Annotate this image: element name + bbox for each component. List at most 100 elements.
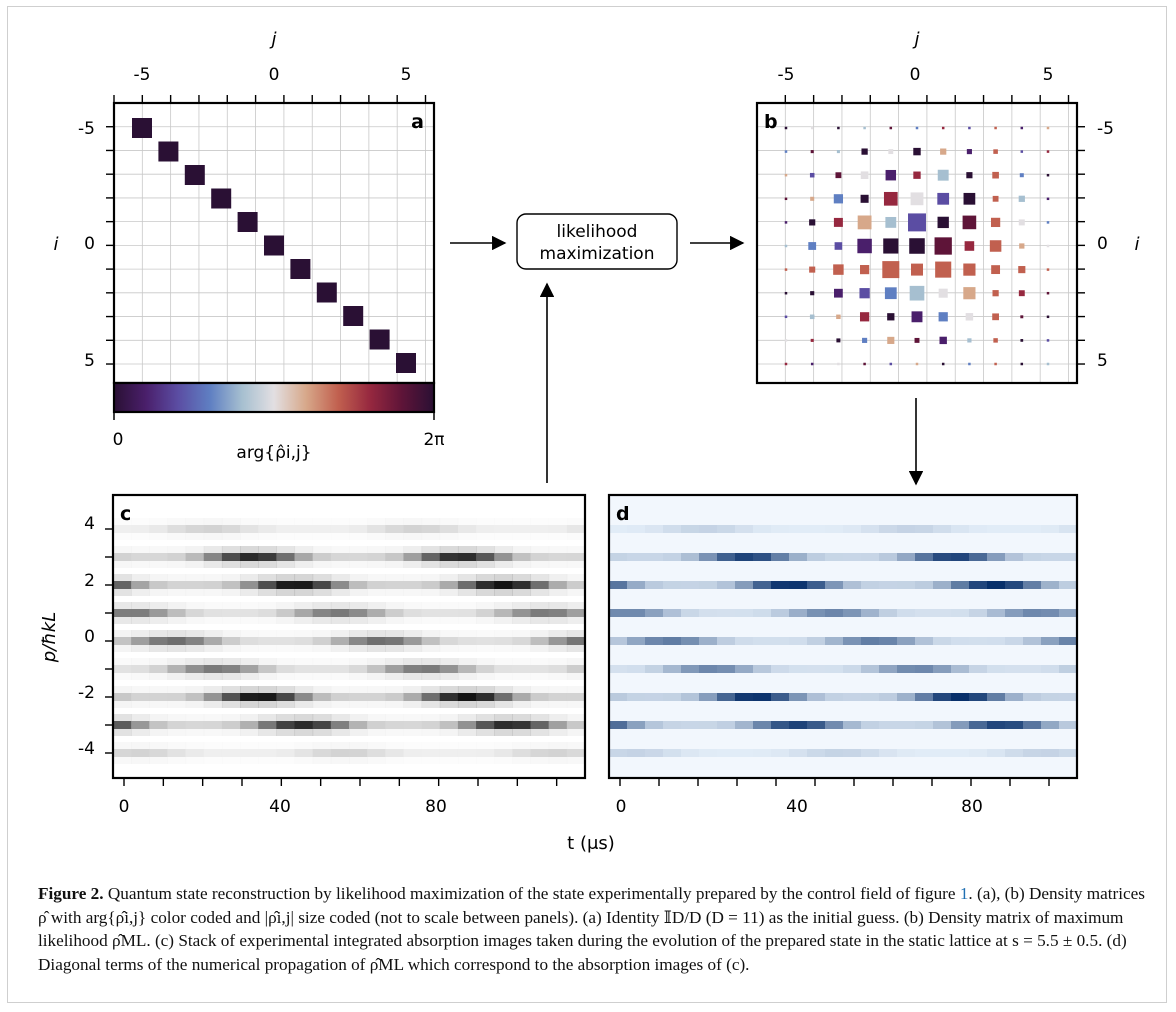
heatmap-cell bbox=[421, 665, 441, 673]
heatmap-cell bbox=[276, 525, 296, 533]
matrix-cell bbox=[1046, 244, 1050, 248]
matrix-cell bbox=[836, 338, 841, 343]
heatmap-cell-halo bbox=[457, 658, 477, 680]
heatmap-cell bbox=[258, 637, 277, 645]
heatmap-cell bbox=[735, 609, 754, 617]
heatmap-cell bbox=[753, 637, 772, 645]
heatmap-cell bbox=[1059, 721, 1078, 729]
panel-c-y-tick-minus-2: -2 bbox=[78, 683, 95, 703]
heatmap-cell bbox=[439, 749, 459, 757]
heatmap-cell bbox=[753, 609, 772, 617]
heatmap-cell bbox=[457, 693, 477, 701]
heatmap-cell-halo bbox=[203, 686, 223, 708]
panel-d-diagonal-propagation bbox=[609, 525, 1078, 757]
heatmap-cell bbox=[717, 721, 736, 729]
heatmap-cell bbox=[609, 609, 628, 617]
heatmap-cell bbox=[439, 581, 459, 589]
matrix-cell bbox=[889, 126, 893, 130]
heatmap-cell-halo bbox=[149, 602, 168, 624]
heatmap-cell-halo bbox=[494, 658, 513, 680]
heatmap-cell bbox=[476, 609, 495, 617]
matrix-cell bbox=[1046, 197, 1050, 201]
heatmap-cell-halo bbox=[240, 630, 259, 652]
heatmap-cell bbox=[113, 693, 132, 701]
heatmap-cell-halo bbox=[421, 686, 441, 708]
heatmap-cell-halo bbox=[530, 630, 550, 652]
heatmap-cell bbox=[681, 553, 700, 561]
matrix-cell bbox=[992, 171, 999, 179]
panel-d-background bbox=[609, 495, 1077, 778]
heatmap-cell bbox=[349, 749, 368, 757]
heatmap-cell-halo bbox=[167, 658, 187, 680]
heatmap-cell-halo bbox=[203, 574, 223, 596]
panel-a-j-tick-left: -5 bbox=[134, 65, 151, 85]
heatmap-cell bbox=[131, 581, 150, 589]
heatmap-cell bbox=[897, 609, 916, 617]
heatmap-cell-halo bbox=[566, 630, 586, 652]
heatmap-cell-halo bbox=[548, 630, 568, 652]
heatmap-cell bbox=[131, 637, 150, 645]
matrix-cell bbox=[889, 362, 893, 366]
heatmap-cell-halo bbox=[566, 546, 586, 568]
panel-c: c 4 2 0 -2 -4 p/ħkL 0 40 80 bbox=[39, 493, 587, 817]
heatmap-cell bbox=[330, 749, 350, 757]
matrix-cell bbox=[1018, 219, 1025, 226]
heatmap-cell bbox=[349, 693, 368, 701]
heatmap-cell bbox=[566, 525, 586, 533]
matrix-cell bbox=[860, 194, 869, 203]
matrix-cell bbox=[343, 306, 364, 326]
heatmap-cell bbox=[861, 525, 880, 533]
heatmap-cell-halo bbox=[494, 686, 513, 708]
heatmap-cell-halo bbox=[403, 546, 423, 568]
matrix-cell bbox=[909, 238, 925, 254]
heatmap-cell-halo bbox=[421, 742, 441, 764]
heatmap-cell bbox=[512, 749, 532, 757]
heatmap-cell bbox=[439, 693, 459, 701]
heatmap-cell bbox=[807, 553, 826, 561]
heatmap-cell bbox=[312, 581, 332, 589]
heatmap-cell-halo bbox=[312, 518, 332, 540]
panel-b-j-tick-left: -5 bbox=[778, 65, 795, 85]
heatmap-cell bbox=[843, 581, 862, 589]
heatmap-cell bbox=[494, 581, 513, 589]
heatmap-cell-halo bbox=[203, 658, 223, 680]
heatmap-cell-halo bbox=[566, 602, 586, 624]
heatmap-cell bbox=[385, 693, 404, 701]
heatmap-cell-halo bbox=[439, 630, 459, 652]
heatmap-cell bbox=[185, 637, 205, 645]
heatmap-cell-halo bbox=[276, 658, 296, 680]
heatmap-cell-halo bbox=[330, 742, 350, 764]
caption-figure-link[interactable]: 1 bbox=[959, 884, 969, 903]
heatmap-cell bbox=[548, 525, 568, 533]
heatmap-cell bbox=[699, 665, 718, 673]
heatmap-cell bbox=[987, 609, 1006, 617]
panel-b-i-tick-mid: 0 bbox=[1097, 234, 1108, 254]
heatmap-cell bbox=[627, 693, 646, 701]
matrix-cell bbox=[915, 126, 919, 130]
matrix-cell bbox=[784, 339, 788, 342]
heatmap-cell bbox=[645, 609, 664, 617]
heatmap-cell-halo bbox=[131, 742, 150, 764]
heatmap-cell-halo bbox=[421, 658, 441, 680]
matrix-cell bbox=[810, 362, 814, 366]
heatmap-cell bbox=[385, 749, 404, 757]
heatmap-cell bbox=[149, 693, 168, 701]
heatmap-cell bbox=[367, 525, 386, 533]
heatmap-cell bbox=[294, 693, 314, 701]
matrix-cell bbox=[934, 237, 952, 255]
heatmap-cell bbox=[494, 553, 513, 561]
heatmap-cell bbox=[403, 581, 423, 589]
heatmap-cell bbox=[1059, 581, 1078, 589]
heatmap-cell bbox=[843, 721, 862, 729]
panel-c-label: c bbox=[120, 503, 131, 525]
matrix-cell bbox=[884, 287, 897, 300]
heatmap-cell bbox=[915, 553, 934, 561]
heatmap-cell-halo bbox=[385, 714, 404, 736]
matrix-cell bbox=[992, 195, 999, 202]
heatmap-cell bbox=[439, 553, 459, 561]
heatmap-cell bbox=[627, 525, 646, 533]
heatmap-cell-halo bbox=[312, 742, 332, 764]
heatmap-cell bbox=[494, 637, 513, 645]
matrix-cell bbox=[1020, 126, 1024, 130]
matrix-cell bbox=[994, 126, 997, 130]
